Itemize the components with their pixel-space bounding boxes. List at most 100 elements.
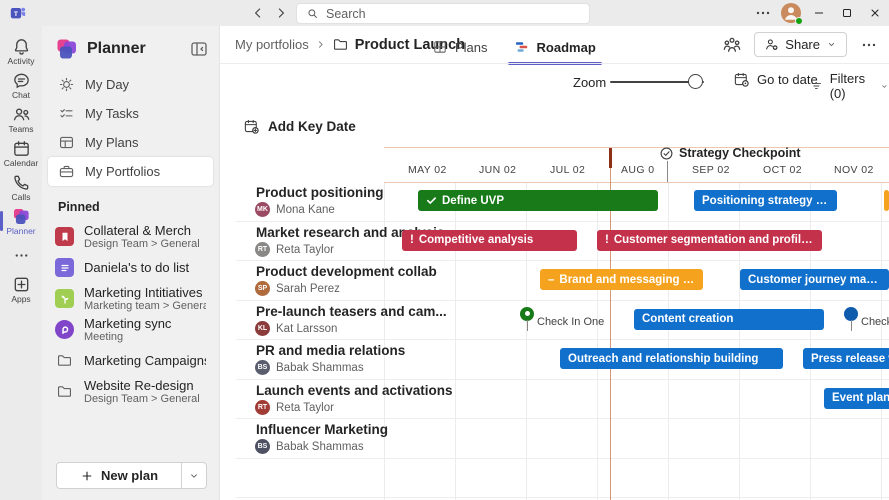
add-key-date-button[interactable]: Add Key Date [243, 118, 356, 135]
gantt-bar-label: Positioning strategy and mess... [702, 194, 829, 207]
svg-text:T: T [14, 11, 19, 18]
search-input[interactable]: Search [296, 3, 590, 24]
month-label: JUL 02 [550, 164, 586, 176]
gantt-bar[interactable]: ! Competitive analysis [402, 229, 577, 251]
task-name[interactable]: Product development collab [256, 264, 437, 279]
forward-button[interactable] [271, 3, 291, 23]
rail-item-label: Teams [8, 123, 34, 134]
checkpoint-stem [666, 161, 668, 182]
gantt-bar[interactable]: Content creation [634, 308, 824, 330]
rail-item-chat[interactable]: Chat [0, 68, 42, 102]
pinned-item-marketing-sync[interactable]: Marketing sync Meeting [42, 314, 219, 345]
pinned-item-website-re-design[interactable]: Website Re-design Design Team > General [42, 376, 219, 407]
task-name[interactable]: Product positioning [256, 185, 384, 200]
rail-item-teams[interactable]: Teams [0, 102, 42, 136]
rail-item-apps[interactable]: Apps [0, 272, 42, 306]
gantt-bar[interactable]: Define UVP [418, 190, 658, 211]
filters-button[interactable]: Filters (0) [810, 71, 889, 101]
pinned-item-title: Marketing Campaigns [84, 353, 206, 368]
gantt-bar[interactable]: Customer journey mapping [740, 269, 889, 290]
zoom-label: Zoom [573, 75, 607, 90]
pinned-item-collateral-merch[interactable]: Collateral & Merch Design Team > General [42, 221, 219, 252]
zoom-slider-thumb[interactable] [688, 74, 703, 89]
chevron-down-icon [880, 81, 889, 92]
timeline-border [384, 147, 889, 148]
rail-item-planner[interactable]: Planner [0, 204, 42, 238]
minimize-button[interactable] [805, 0, 833, 26]
breadcrumb-portfolios-link[interactable]: My portfolios [235, 37, 309, 52]
gantt-bar[interactable]: Positioning strategy and mess... [694, 190, 837, 211]
gantt-bar[interactable]: Outreach and relationship building [560, 348, 783, 369]
task-name[interactable]: Market research and analysis [256, 224, 445, 240]
rail-item-more[interactable] [0, 238, 42, 272]
rail-item-activity[interactable]: Activity [0, 34, 42, 68]
month-label: NOV 02 [834, 164, 874, 176]
tab-label: Plans [455, 39, 488, 55]
rail-item-calls[interactable]: Calls [0, 170, 42, 204]
more-options-icon[interactable] [859, 35, 879, 55]
bell-icon [12, 37, 31, 56]
gantt-bar[interactable]: Event planning [824, 387, 889, 409]
pinned-item-daniela-s-to-do-list[interactable]: Daniela's to do list [42, 252, 219, 283]
tab-plans[interactable]: Plans [432, 31, 488, 63]
task-owner: Babak Shammas [276, 441, 364, 453]
dots-icon [12, 246, 31, 265]
titlebar-more-icon[interactable] [753, 3, 773, 23]
gantt-bar-label: Press release writing [811, 352, 889, 365]
gantt-bar[interactable]: ! Customer segmentation and profiling [597, 229, 822, 251]
go-to-date-button[interactable]: Go to date [733, 71, 818, 88]
rail-item-label: Apps [11, 293, 31, 304]
task-name[interactable]: Pre-launch teasers and cam... [256, 303, 447, 319]
gantt-bar-label: Brand and messaging alignment [559, 273, 695, 286]
task-name[interactable]: Influencer Marketing [256, 422, 389, 437]
new-plan-main[interactable]: New plan [57, 463, 181, 488]
minimize-icon [813, 7, 825, 19]
share-label: Share [785, 37, 820, 52]
collapse-sidebar-icon[interactable] [189, 39, 209, 59]
alert-icon: ! [605, 234, 609, 246]
gantt-bar[interactable]: Press release writing [803, 348, 889, 369]
sidebar-item-label: My Plans [85, 135, 139, 150]
avatar: RT [255, 399, 270, 415]
task-name[interactable]: Launch events and activations [256, 382, 453, 398]
pinned-item-marketing-campaigns[interactable]: Marketing Campaigns [42, 345, 219, 376]
members-icon[interactable] [722, 35, 742, 55]
zoom-slider-track[interactable] [610, 81, 704, 83]
rail-item-label: Chat [12, 89, 30, 100]
sidebar-header: Planner [42, 26, 219, 70]
app-rail: Activity Chat Teams Calendar Calls Planner App… [0, 26, 42, 500]
new-plan-dropdown[interactable] [182, 463, 206, 488]
user-avatar[interactable] [781, 3, 803, 25]
row-divider [236, 220, 889, 222]
gridline [384, 182, 385, 500]
roadmap-row: Launch events and activations RT Reta Tayl… [220, 379, 889, 419]
month-label: MAY 02 [408, 164, 447, 176]
new-plan-button[interactable]: New plan [56, 462, 207, 489]
back-button[interactable] [248, 3, 268, 23]
share-button[interactable]: Share [754, 32, 847, 57]
close-button[interactable] [861, 0, 889, 26]
breadcrumb: My portfolios Product Launch [235, 36, 465, 53]
sprout-icon [55, 289, 74, 308]
maximize-button[interactable] [833, 0, 861, 26]
sidebar-item-label: My Tasks [85, 106, 139, 121]
sidebar-item-my-tasks[interactable]: My Tasks [48, 99, 213, 128]
rail-item-label: Planner [6, 225, 36, 236]
row-divider [236, 299, 889, 301]
task-name[interactable]: PR and media relations [256, 343, 406, 358]
gantt-bar-label: Customer segmentation and profiling [613, 234, 814, 246]
listg-icon [55, 258, 74, 277]
gantt-bar[interactable] [884, 190, 889, 211]
avatar: MK [255, 202, 270, 217]
roadmap-row: Pre-launch teasers and cam... KL Kat Larss… [220, 300, 889, 340]
pinned-item-marketing-intitiatives[interactable]: Marketing Intitiatives Marketing team > G… [42, 283, 219, 314]
sidebar-item-label: My Day [85, 77, 130, 92]
rail-item-calendar[interactable]: Calendar [0, 136, 42, 170]
sidebar-item-my-portfolios[interactable]: My Portfolios [48, 157, 213, 186]
roadmap-row: Product positioning MK Mona Kane Define UVP… [220, 181, 889, 221]
header-divider [220, 63, 889, 64]
sidebar-item-my-day[interactable]: My Day [48, 70, 213, 99]
gantt-bar[interactable]: –Brand and messaging alignment [540, 269, 703, 290]
row-divider [236, 457, 889, 459]
sidebar-item-my-plans[interactable]: My Plans [48, 128, 213, 157]
